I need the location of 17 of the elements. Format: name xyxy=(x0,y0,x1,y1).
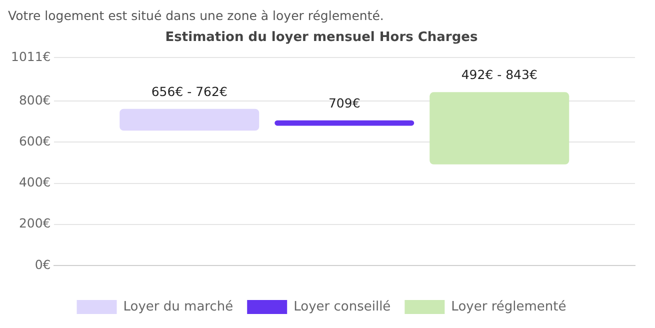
y-tick-label: 800€ xyxy=(18,92,51,108)
y-tick-label: 200€ xyxy=(18,216,51,231)
chart-subtitle: Votre logement est situé dans une zone à loyer réglementé. xyxy=(8,8,384,23)
legend-label: Loyer du marché xyxy=(123,299,234,314)
y-tick-label: 600€ xyxy=(18,133,51,148)
y-tick-label: 0€ xyxy=(34,256,51,272)
chart-title: Estimation du loyer mensuel Hors Charges xyxy=(165,30,478,46)
bar xyxy=(120,108,260,131)
y-tick-label: 400€ xyxy=(18,174,51,190)
y-tick-label: 1011€ xyxy=(11,48,51,64)
annotation: 492€ - 843€ xyxy=(461,67,538,82)
annotation: 656€ - 762€ xyxy=(151,84,228,99)
bar xyxy=(274,120,414,126)
annotation: 709€ xyxy=(328,95,360,110)
legend-label: Loyer réglementé xyxy=(451,299,566,314)
bar xyxy=(430,92,570,164)
legend-label: Loyer conseillé xyxy=(294,299,391,314)
